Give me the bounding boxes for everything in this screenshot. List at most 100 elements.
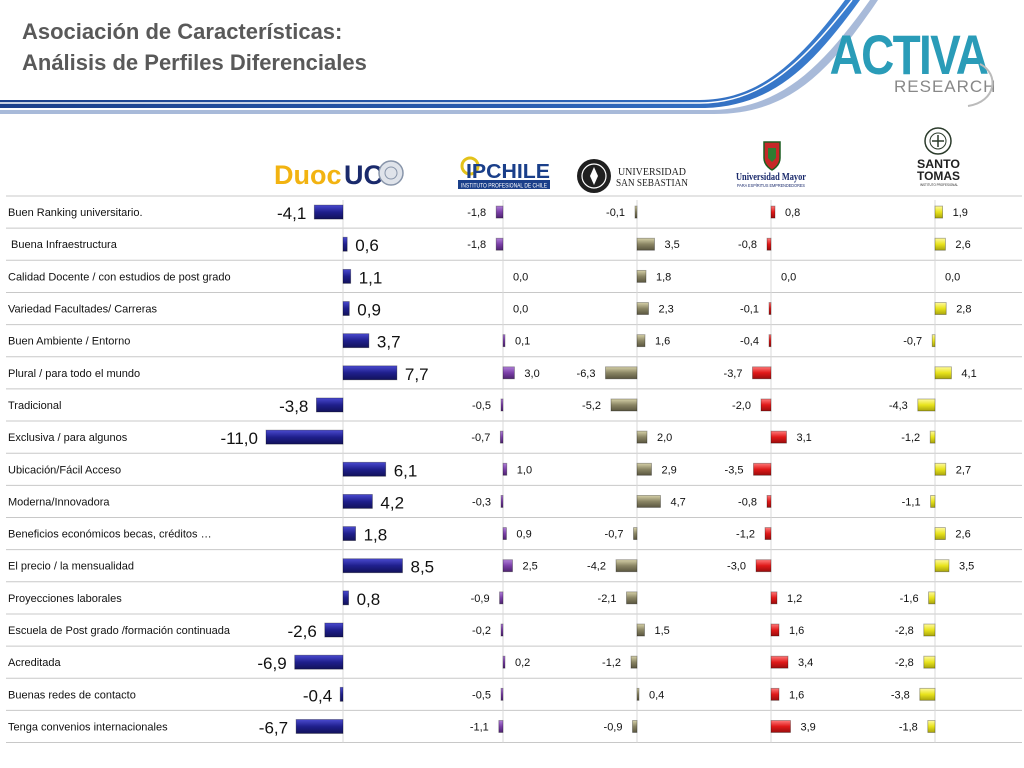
value-label-ipchile: -1,8	[467, 239, 486, 251]
value-label-uss: 3,5	[665, 239, 680, 251]
bar-umayor	[752, 366, 772, 380]
duoc-uc-logo: Duoc UC	[274, 160, 404, 190]
bar-santotomas	[934, 527, 946, 540]
value-label-ipchile: -0,5	[472, 400, 491, 412]
value-label-umayor: -1,2	[736, 529, 755, 541]
value-label-santotomas: -1,8	[899, 721, 918, 733]
bar-santotomas	[934, 366, 952, 380]
bar-duoc	[295, 719, 344, 734]
value-label-umayor: -0,8	[738, 239, 757, 251]
value-label-uss: 4,7	[671, 496, 686, 508]
bar-ipchile	[502, 527, 507, 540]
value-label-santotomas: -0,7	[903, 336, 922, 348]
bar-duoc	[342, 301, 350, 316]
value-label-umayor: -0,8	[738, 496, 757, 508]
bar-ipchile	[495, 237, 504, 251]
category-label: Escuela de Post grado /formación continu…	[8, 625, 231, 637]
category-label: Proyecciones laborales	[8, 593, 122, 605]
value-label-ipchile: 0,0	[513, 304, 528, 316]
value-label-umayor: 1,2	[787, 593, 802, 605]
bar-santotomas	[934, 302, 947, 315]
bar-duoc	[324, 622, 344, 638]
bar-duoc	[342, 526, 357, 541]
bar-uss	[634, 205, 638, 219]
bar-duoc	[342, 333, 370, 349]
bar-ipchile	[502, 559, 513, 573]
bar-ipchile	[499, 591, 504, 605]
umayor-logo-line1: Universidad Mayor	[736, 172, 806, 183]
category-label: Buen Ranking universitario.	[8, 207, 143, 219]
value-label-umayor: -2,0	[732, 400, 751, 412]
bar-umayor	[766, 495, 772, 508]
bar-duoc	[342, 590, 349, 606]
brand-name-main: ACTIVA	[830, 24, 988, 86]
bar-umayor	[770, 655, 789, 669]
grid-layer	[6, 195, 1022, 744]
activa-research-logo: ACTIVA RESEARCH	[830, 24, 996, 107]
header-swoosh	[0, 0, 878, 114]
bar-santotomas	[923, 623, 936, 637]
value-label-ipchile: 1,0	[517, 464, 532, 476]
value-label-ipchile: -0,7	[471, 432, 490, 444]
bar-santotomas	[928, 591, 936, 605]
bar-uss	[626, 591, 638, 605]
bar-ipchile	[495, 205, 504, 219]
value-label-duoc: 4,2	[380, 493, 404, 512]
value-label-uss: 1,5	[655, 625, 670, 637]
value-label-umayor: -3,5	[725, 464, 744, 476]
value-label-duoc: -6,7	[259, 718, 288, 737]
value-label-santotomas: 4,1	[961, 368, 976, 380]
bar-uss	[636, 495, 661, 508]
bar-umayor	[768, 334, 772, 348]
value-label-duoc: 0,8	[357, 590, 381, 609]
value-label-uss: 1,6	[655, 336, 670, 348]
value-label-ipchile: -1,1	[470, 721, 489, 733]
brand-name-sub: RESEARCH	[894, 77, 996, 96]
title-line-2: Análisis de Perfiles Diferenciales	[22, 50, 367, 75]
bar-umayor	[770, 205, 776, 219]
bar-santotomas	[917, 398, 936, 412]
value-label-duoc: -4,1	[277, 204, 306, 223]
category-label: Buenas redes de contacto	[8, 689, 136, 701]
bar-uss	[636, 237, 655, 251]
bar-santotomas	[930, 495, 936, 508]
bar-uss	[632, 720, 638, 733]
value-label-umayor: -3,7	[724, 368, 743, 380]
bar-uss	[636, 430, 648, 444]
row-labels: Buen Ranking universitario. Buena Infrae…	[8, 207, 231, 733]
value-label-duoc: 1,1	[359, 268, 383, 287]
value-label-umayor: -3,0	[727, 561, 746, 573]
bar-umayor	[753, 462, 772, 476]
value-label-ipchile: 0,9	[516, 529, 531, 541]
uc-logo-text: UC	[344, 160, 383, 190]
bar-santotomas	[929, 430, 936, 444]
bar-santotomas	[934, 237, 946, 251]
bar-duoc	[342, 236, 348, 252]
santo-tomas-line1: SANTO	[917, 157, 960, 171]
bar-duoc	[313, 204, 344, 220]
bar-uss	[605, 366, 638, 380]
bar-uss	[636, 269, 647, 283]
value-label-umayor: 3,1	[797, 432, 812, 444]
value-label-santotomas: 0,0	[945, 271, 960, 283]
value-label-uss: -1,2	[602, 657, 621, 669]
value-label-santotomas: 2,6	[955, 529, 970, 541]
value-label-ipchile: 0,2	[515, 657, 530, 669]
page-title: Asociación de Características: Análisis …	[22, 16, 367, 78]
value-label-santotomas: -1,1	[902, 496, 921, 508]
santo-tomas-line2: TOMAS	[917, 169, 960, 183]
bar-santotomas	[927, 720, 936, 733]
bar-uss	[636, 687, 640, 701]
umayor-logo-line2: PARA ESPÍRITUS EMPRENDEDORES	[737, 182, 805, 188]
value-label-ipchile: -1,8	[467, 207, 486, 219]
bar-duoc	[294, 654, 344, 670]
category-label: Exclusiva / para algunos	[8, 432, 128, 444]
uss-logo-line1: UNIVERSIDAD	[618, 167, 686, 178]
category-label: Buen Ambiente / Entorno	[8, 336, 130, 348]
bar-duoc	[315, 397, 344, 413]
bar-umayor	[768, 302, 772, 315]
category-label: Variedad Facultades/ Carreras	[8, 304, 157, 316]
value-label-santotomas: -2,8	[895, 625, 914, 637]
value-label-santotomas: 2,7	[956, 464, 971, 476]
